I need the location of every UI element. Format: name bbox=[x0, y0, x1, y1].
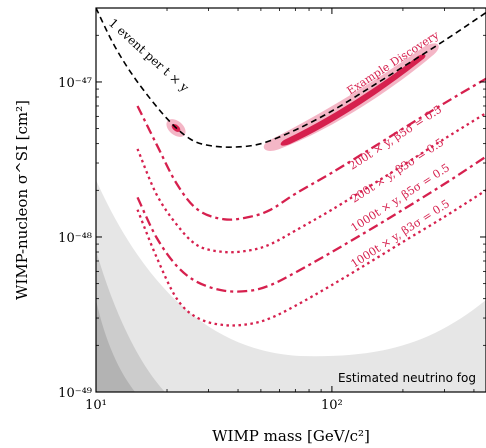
label-200t-5sigma: 200t × y, β5σ = 0.5 bbox=[347, 103, 445, 173]
x-tick-label: 10¹ bbox=[85, 398, 107, 413]
curve-series-0 bbox=[96, 8, 486, 148]
label-example-discovery: Example Discovery bbox=[345, 28, 442, 97]
x-axis-title: WIMP mass [GeV/c²] bbox=[212, 427, 370, 445]
fog-light-region bbox=[96, 180, 486, 392]
curve-series-2 bbox=[136, 112, 486, 254]
curve-series-3 bbox=[136, 155, 486, 293]
y-tick-label: 10⁻⁴⁷ bbox=[58, 76, 92, 91]
plot-border bbox=[95, 7, 486, 393]
plot-frame bbox=[95, 7, 486, 393]
y-tick-label: 10⁻⁴⁸ bbox=[58, 231, 92, 246]
neutrino-fog-region bbox=[96, 180, 486, 392]
fog-dark-region bbox=[96, 300, 135, 392]
discovery-dark-band bbox=[280, 54, 426, 146]
curve-series-1 bbox=[136, 77, 486, 221]
discovery-light-band bbox=[263, 43, 439, 151]
sensitivity-curves bbox=[96, 8, 486, 327]
x-tick-label: 10² bbox=[321, 398, 343, 413]
label-one-event: 1 event per t × y bbox=[106, 16, 192, 95]
y-axis-title: WIMP-nucleon σ^SI [cm²] bbox=[13, 100, 31, 300]
label-neutrino-fog: Estimated neutrino fog bbox=[338, 371, 476, 385]
axis-ticks: 10¹ 10² 10⁻⁴⁹ 10⁻⁴⁸ 10⁻⁴⁷ bbox=[58, 7, 486, 413]
y-tick-label: 10⁻⁴⁹ bbox=[58, 386, 92, 401]
curve-series-4 bbox=[136, 189, 486, 327]
